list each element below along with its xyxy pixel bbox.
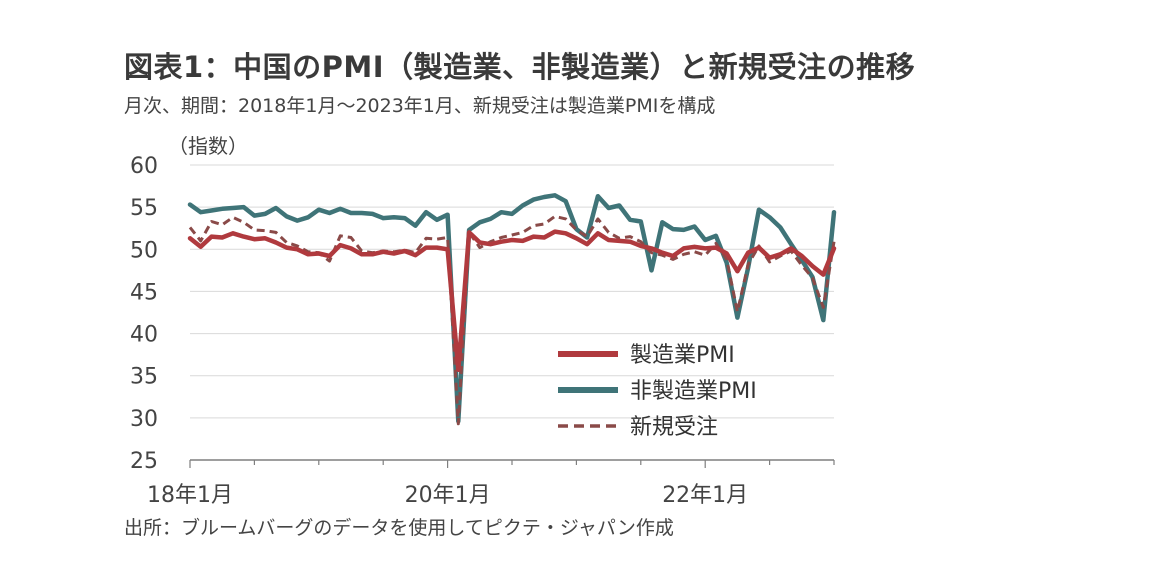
series-line-1: [187, 193, 837, 424]
x-tick-label: 20年1月: [405, 483, 491, 508]
series-line-0: [187, 229, 837, 373]
x-tick-label: 22年1月: [662, 483, 748, 508]
source-note: 出所：ブルームバーグのデータを使用してピクテ・ジャパン作成: [124, 517, 674, 539]
y-axis-ticks: 25 30 35 40 45 50 55 60: [130, 154, 158, 474]
y-tick-label: 50: [130, 238, 158, 263]
chart-subtitle: 月次、期間：2018年1月～2023年1月、新規受注は製造業PMIを構成: [124, 95, 716, 117]
x-tick-label: 18年1月: [147, 483, 233, 508]
y-tick-label: 40: [130, 323, 158, 348]
chart-title: 図表1：中国のPMI（製造業、非製造業）と新規受注の推移: [124, 50, 916, 84]
legend-label-2: 新規受注: [630, 415, 718, 440]
legend-label-0: 製造業PMI: [630, 343, 735, 368]
series-lines: [187, 193, 837, 426]
legend: 製造業PMI 非製造業PMI 新規受注: [558, 343, 757, 440]
x-axis: 18年1月 20年1月 22年1月: [147, 459, 835, 508]
series-line-2: [188, 214, 836, 426]
y-tick-label: 60: [130, 154, 158, 179]
gridlines: [190, 164, 834, 419]
legend-label-1: 非製造業PMI: [630, 379, 757, 404]
y-tick-label: 45: [130, 280, 158, 305]
y-tick-label: 25: [130, 449, 158, 474]
y-tick-label: 30: [130, 407, 158, 432]
y-axis-unit-label: （指数）: [168, 134, 248, 158]
y-tick-label: 55: [130, 196, 158, 221]
y-tick-label: 35: [130, 365, 158, 390]
